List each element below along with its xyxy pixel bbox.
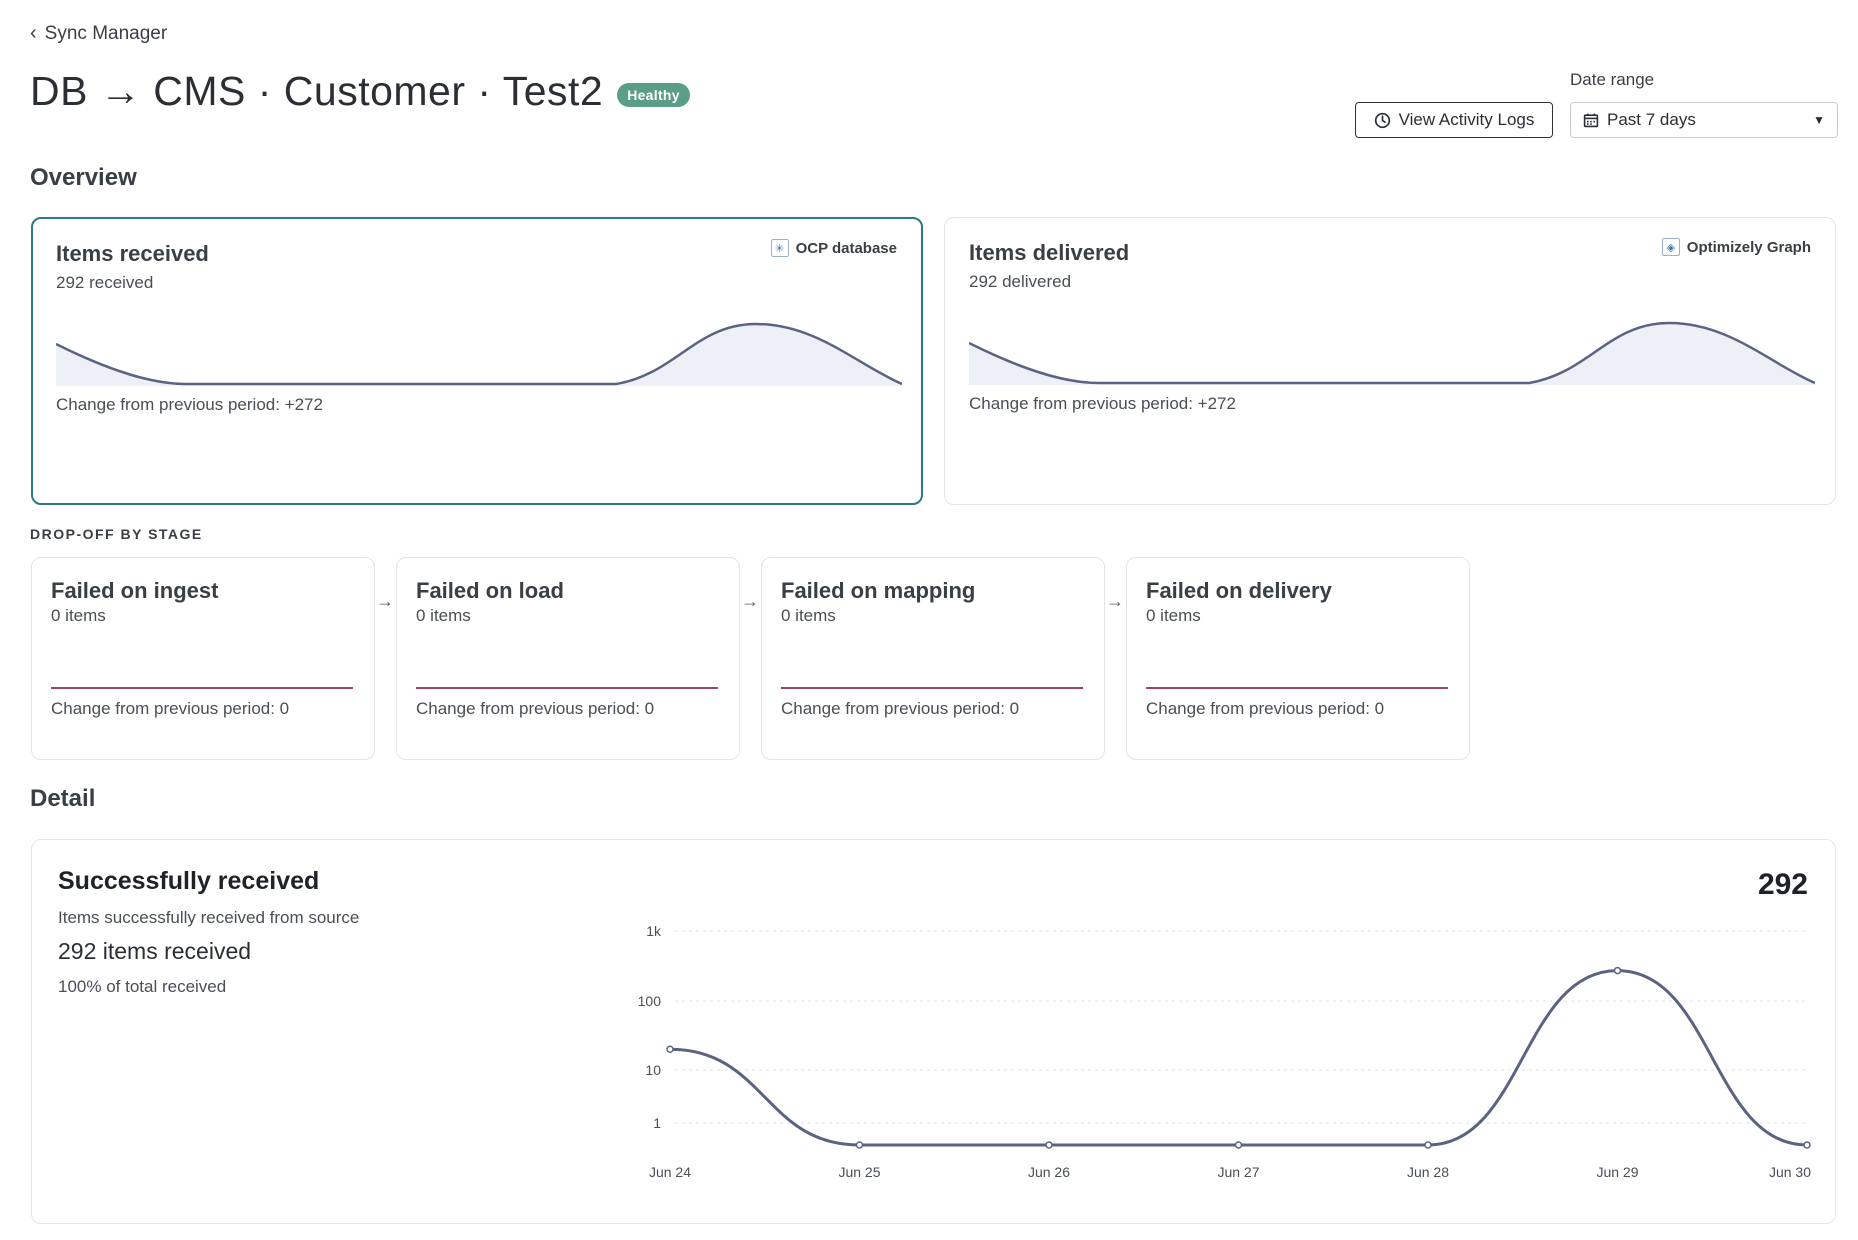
source-tag: ✳ OCP database	[770, 239, 897, 257]
stage-card-load[interactable]: Failed on load 0 items Change from previ…	[396, 557, 740, 760]
stage-change: Change from previous period: 0	[781, 699, 1020, 718]
back-link-label: Sync Manager	[44, 22, 168, 44]
view-activity-logs-label: View Activity Logs	[1398, 110, 1535, 129]
status-badge: Healthy	[617, 82, 690, 107]
sparkline-line	[56, 322, 902, 386]
chevron-left-icon: ‹	[30, 22, 37, 44]
stage-count: 0 items	[1146, 606, 1201, 625]
received-sparkline	[56, 322, 902, 386]
card-change: Change from previous period: +272	[56, 395, 323, 414]
x-tick-label: Jun 27	[1217, 1164, 1259, 1180]
x-tick-label: Jun 26	[1028, 1164, 1070, 1180]
y-tick-label: 100	[638, 993, 662, 1009]
y-tick-label: 10	[645, 1062, 661, 1078]
arrow-right-icon: →	[1106, 591, 1124, 611]
date-range-value: Past 7 days	[1607, 110, 1696, 129]
x-tick-label: Jun 28	[1407, 1164, 1449, 1180]
data-point	[1424, 1141, 1432, 1149]
stage-title: Failed on mapping	[781, 578, 976, 603]
stage-change: Change from previous period: 0	[1146, 699, 1385, 718]
card-subtitle: 292 delivered	[969, 272, 1072, 291]
card-title: Items received	[56, 241, 209, 266]
x-tick-label: Jun 29	[1596, 1164, 1638, 1180]
stage-sparkline	[781, 687, 1083, 689]
delivered-sparkline	[969, 321, 1815, 385]
y-tick-label: 1k	[646, 923, 662, 939]
card-change: Change from previous period: +272	[969, 394, 1236, 413]
back-link[interactable]: ‹ Sync Manager	[30, 22, 167, 45]
stage-title: Failed on ingest	[51, 578, 219, 603]
clock-icon	[1374, 112, 1390, 128]
data-point	[1234, 1141, 1243, 1149]
overview-heading: Overview	[30, 164, 137, 191]
data-point	[1803, 1141, 1811, 1149]
page-title-text: DB → CMS · Customer · Test2	[30, 68, 604, 114]
items-received-card[interactable]: Items received 292 received ✳ OCP databa…	[31, 217, 923, 505]
x-tick-label: Jun 24	[649, 1164, 691, 1180]
data-point	[666, 1045, 674, 1053]
y-tick-label: 1	[653, 1115, 661, 1131]
dropoff-heading: DROP-OFF BY STAGE	[30, 526, 203, 542]
sparkline-area	[56, 324, 902, 386]
sparkline-area	[969, 323, 1815, 385]
items-delivered-card[interactable]: Items delivered 292 delivered ◈ Optimize…	[944, 217, 1836, 505]
stage-count: 0 items	[416, 606, 471, 625]
stage-sparkline	[416, 687, 718, 689]
stage-change: Change from previous period: 0	[51, 699, 290, 718]
detail-count: 292 items received	[58, 938, 252, 964]
stage-card-ingest[interactable]: Failed on ingest 0 items Change from pre…	[31, 557, 375, 760]
date-range-select[interactable]: Past 7 days ▼	[1570, 102, 1838, 138]
series-line	[669, 969, 1808, 1147]
data-point	[1613, 966, 1622, 975]
detail-percent: 100% of total received	[58, 977, 227, 996]
detail-card	[31, 839, 1836, 1224]
graph-icon: ◈	[1661, 238, 1680, 256]
date-range-label: Date range	[1570, 70, 1655, 89]
source-label: Optimizely Graph	[1686, 238, 1811, 256]
stage-sparkline	[51, 687, 353, 689]
source-label: OCP database	[795, 239, 897, 257]
database-icon: ✳	[770, 239, 789, 257]
view-activity-logs-button[interactable]: View Activity Logs	[1355, 102, 1553, 138]
detail-total: 292	[1757, 868, 1808, 901]
source-tag: ◈ Optimizely Graph	[1661, 238, 1811, 256]
arrow-right-icon: →	[741, 591, 759, 611]
stage-count: 0 items	[51, 606, 106, 625]
stage-count: 0 items	[781, 606, 836, 625]
detail-title: Successfully received	[58, 867, 320, 895]
x-tick-label: Jun 30	[1769, 1164, 1811, 1180]
data-point	[855, 1141, 864, 1149]
sparkline-line	[969, 321, 1815, 385]
data-point	[1045, 1141, 1053, 1149]
stage-title: Failed on load	[416, 578, 564, 603]
card-subtitle: 292 received	[56, 273, 154, 292]
calendar-icon	[1583, 113, 1599, 128]
stage-card-mapping[interactable]: Failed on mapping 0 items Change from pr…	[761, 557, 1105, 760]
page-title: DB → CMS · Customer · Test2 Healthy	[30, 68, 690, 115]
stage-change: Change from previous period: 0	[416, 699, 655, 718]
detail-subtitle: Items successfully received from source	[58, 908, 360, 927]
caret-down-icon: ▼	[1813, 113, 1825, 127]
stage-card-delivery[interactable]: Failed on delivery 0 items Change from p…	[1126, 557, 1470, 760]
x-tick-label: Jun 25	[838, 1164, 880, 1180]
stage-sparkline	[1146, 687, 1448, 689]
detail-heading: Detail	[30, 785, 96, 812]
arrow-right-icon: →	[376, 591, 394, 611]
card-title: Items delivered	[969, 240, 1130, 265]
stage-title: Failed on delivery	[1146, 578, 1332, 603]
